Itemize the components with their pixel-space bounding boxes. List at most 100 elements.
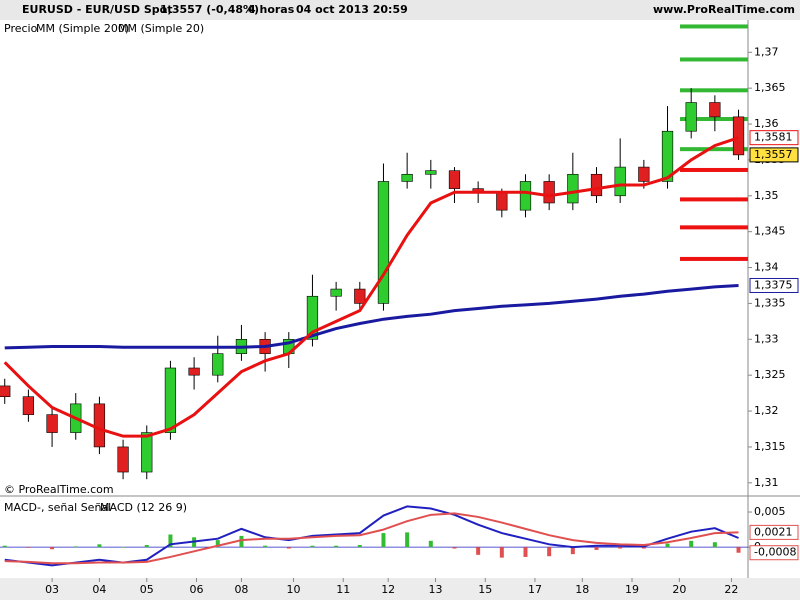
candle-body <box>638 166 650 182</box>
candle-body <box>330 288 342 297</box>
price-marker <box>749 130 799 146</box>
site: www.ProRealTime.com <box>653 3 795 16</box>
y-tick-label: 0,005 <box>754 505 786 518</box>
histogram-bar <box>452 547 457 549</box>
x-tick-label: 19 <box>625 583 639 596</box>
histogram-bar <box>523 547 528 557</box>
histogram-bar <box>97 544 102 548</box>
x-tick-label: 15 <box>478 583 492 596</box>
price-label: Precio <box>4 22 38 35</box>
histogram-bar <box>2 545 7 548</box>
candle-body <box>425 170 437 175</box>
level-line <box>680 147 748 152</box>
price-marker <box>749 545 799 561</box>
candle-body <box>661 130 674 182</box>
candle-body <box>164 367 177 433</box>
y-tick-label: 1,315 <box>754 440 786 453</box>
x-tick-label: 06 <box>189 583 203 596</box>
candle-body <box>448 170 461 189</box>
y-tick-label: 1,365 <box>754 81 786 94</box>
y-tick-label: 1,325 <box>754 368 786 381</box>
time-axis-bar <box>0 578 800 600</box>
candle-body <box>93 403 106 448</box>
histogram-bar <box>618 547 623 549</box>
histogram-bar <box>357 545 362 548</box>
candle-body <box>188 367 200 376</box>
level-line <box>680 57 748 62</box>
histogram-bar <box>665 543 670 548</box>
histogram-bar <box>641 547 646 549</box>
candle-body <box>377 181 390 304</box>
x-tick-label: 05 <box>140 583 154 596</box>
y-tick-label: 1,345 <box>754 225 786 238</box>
price-marker <box>749 147 799 163</box>
price-marker-label: 1,3375 <box>754 278 793 291</box>
histogram-bar <box>499 547 504 558</box>
candle-body <box>519 181 532 211</box>
histogram-bar <box>428 540 433 548</box>
candle-body <box>590 173 603 197</box>
macd-title: MACD (12 26 9) <box>100 501 187 514</box>
macd-line <box>4 505 739 567</box>
price-marker-label: 1,3581 <box>754 131 793 144</box>
candle-body <box>354 288 366 304</box>
histogram-bar <box>594 547 599 550</box>
histogram-bar <box>50 547 55 550</box>
y-tick-label: 1,35 <box>754 189 779 202</box>
macd-line <box>4 512 739 565</box>
legend-entry: MM (Simple 200) <box>36 22 129 35</box>
histogram-bar <box>405 532 410 548</box>
moving-average <box>3 136 740 438</box>
y-tick-label: 1,32 <box>754 404 779 417</box>
quote: 1,3557 (-0,48%) <box>160 3 259 16</box>
candle-body <box>306 295 319 340</box>
level-line <box>680 117 748 122</box>
histogram-bar <box>215 540 220 548</box>
price-marker <box>749 524 799 540</box>
x-tick-label: 10 <box>287 583 301 596</box>
symbol: EURUSD - EUR/USD Spot <box>22 3 173 16</box>
level-line <box>680 167 748 172</box>
level-line <box>680 256 748 261</box>
x-tick-label: 11 <box>336 583 350 596</box>
price-marker-label: 1,3557 <box>754 148 793 161</box>
histogram-bar <box>476 547 481 555</box>
level-line <box>680 225 748 230</box>
y-tick-label: 1,34 <box>754 261 779 274</box>
candle-body <box>732 116 745 156</box>
candle-body <box>141 432 153 473</box>
price-marker-label: -0,0008 <box>754 546 796 559</box>
copyright: © ProRealTime.com <box>4 483 114 496</box>
histogram-bar <box>263 545 268 548</box>
x-tick-label: 18 <box>575 583 589 596</box>
y-tick-label: 1,31 <box>754 476 779 489</box>
histogram-bar <box>121 547 126 548</box>
legend-entry: MM (Simple 20) <box>118 22 204 35</box>
datetime: 04 oct 2013 20:59 <box>296 3 408 16</box>
x-tick-label: 22 <box>724 583 738 596</box>
y-tick-label: 1,37 <box>754 45 779 58</box>
macd-legend: MACD-, señal Señal <box>4 501 111 514</box>
histogram-bar <box>144 545 149 548</box>
period: 4 horas <box>248 3 295 16</box>
price-marker <box>749 277 799 293</box>
histogram-bar <box>547 547 552 557</box>
level-line <box>680 197 748 202</box>
candle-body <box>496 191 508 211</box>
histogram-bar <box>26 547 31 548</box>
candle-body <box>543 181 555 204</box>
x-tick-label: 17 <box>528 583 542 596</box>
histogram-bar <box>310 545 315 548</box>
histogram-bar <box>736 547 741 553</box>
histogram-bar <box>168 534 173 548</box>
header-bar <box>0 0 800 20</box>
moving-average <box>4 283 739 350</box>
candle-body <box>0 385 11 397</box>
level-line <box>680 88 748 93</box>
x-tick-label: 13 <box>429 583 443 596</box>
x-tick-label: 12 <box>381 583 395 596</box>
x-tick-label: 03 <box>45 583 59 596</box>
histogram-bar <box>334 545 339 548</box>
histogram-bar <box>570 547 575 555</box>
